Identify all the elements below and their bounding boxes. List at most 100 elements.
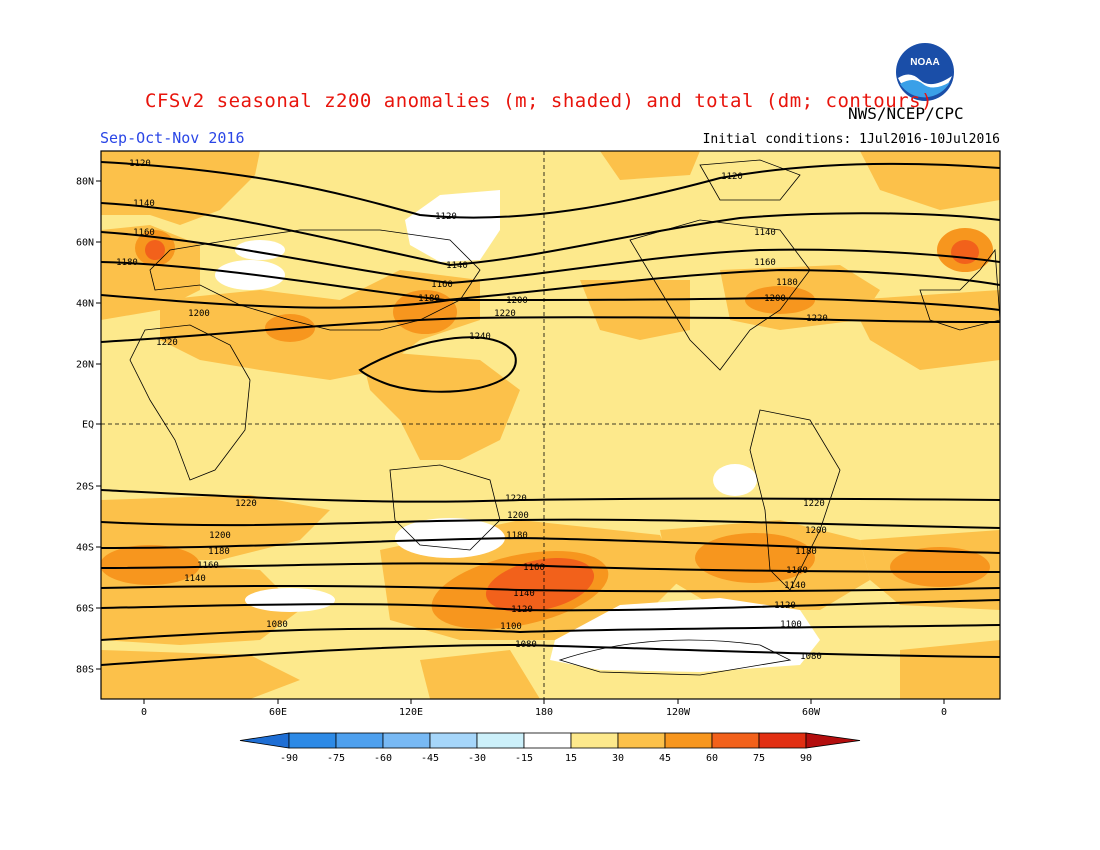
colorbar-label: -30 [468,753,486,764]
contour-label: 1140 [784,581,806,591]
lat-tick-label: EQ [82,420,94,431]
contour-label: 1080 [515,640,537,650]
latitude-axis: 80N 60N 40N 20N EQ 20S 40S 60S 80S [76,177,101,676]
contour-label: 1120 [774,601,796,611]
colorbar-label: 15 [565,753,577,764]
colorbar-label: 60 [706,753,718,764]
longitude-axis: 0 60E 120E 180 120W 60W 0 [141,699,947,718]
contour-label: 1120 [721,172,743,182]
lat-tick-label: 60S [76,604,94,615]
contour-label: 1180 [795,547,817,557]
contour-label: 1120 [511,605,533,615]
colorbar-swatch [758,732,807,749]
contour-label: 1120 [435,212,457,222]
contour-label: 1180 [506,531,528,541]
colorbar-swatch [476,732,525,749]
greenland-outline [699,159,801,201]
contour-label: 1240 [469,332,491,342]
contour-label: 1100 [780,620,802,630]
season-label: Sep-Oct-Nov 2016 [100,129,245,147]
contour-labels: 1120112011401120116011401140118011601160… [116,159,828,662]
contour-label: 1120 [129,159,151,169]
lon-tick-label: 120E [399,707,423,718]
contour-label: 1200 [764,294,786,304]
contour-label: 1200 [805,526,827,536]
eurasia-outline [149,229,481,331]
north-america-outline [629,219,811,371]
contour-label: 1160 [197,561,219,571]
contour-label: 1140 [133,199,155,209]
colorbar-label: 90 [800,753,812,764]
lat-tick-label: 60N [76,238,94,249]
contour-label: 1180 [208,547,230,557]
reference-lines [101,151,1000,699]
contour-label: 1140 [513,589,535,599]
contour-label: 1220 [156,338,178,348]
lat-tick-label: 40S [76,543,94,554]
lat-tick-label: 20S [76,482,94,493]
contour-label: 1180 [116,258,138,268]
colorbar-swatch [570,732,619,749]
colorbar-swatch [523,732,572,749]
lat-tick-label: 20N [76,360,94,371]
colorbar-label: -90 [280,753,298,764]
contour-label: 1080 [266,620,288,630]
contour-label: 1160 [754,258,776,268]
contour-label: 1140 [184,574,206,584]
contour-label: 1200 [507,511,529,521]
colorbar-right-arrow [805,732,861,749]
colorbar-label: -45 [421,753,439,764]
contour-label: 1180 [418,294,440,304]
colorbar-swatch [664,732,713,749]
lat-tick-label: 40N [76,299,94,310]
contour-label: 1200 [209,531,231,541]
lon-tick-label: 120W [666,707,691,718]
contour-label: 1180 [776,278,798,288]
contour-label: 1200 [506,296,528,306]
coastlines [129,159,1000,676]
colorbar-swatch [335,732,384,749]
colorbar-left-arrow [239,732,290,749]
height-contours [101,161,1000,666]
lat-tick-label: 80N [76,177,94,188]
lat-tick-label: 80S [76,665,94,676]
australia-outline [389,464,501,551]
africa-outline [129,324,251,481]
contour-label: 1220 [494,309,516,319]
contour-label: 1160 [786,566,808,576]
contour-label: 1220 [803,499,825,509]
noaa-logo: NOAA [895,42,955,102]
initial-conditions-label: Initial conditions: 1Jul2016-10Jul2016 [702,132,1000,147]
contour-label: 1220 [806,314,828,324]
lon-tick-label: 180 [535,707,553,718]
colorbar-swatch [382,732,431,749]
contour-label: 1220 [235,499,257,509]
map-frame [100,150,1001,700]
colorbar-label: -60 [374,753,392,764]
anomaly-shading [101,151,1000,699]
lon-tick-label: 60W [802,707,821,718]
contour-label: 1140 [446,261,468,271]
contour-label: 1160 [523,563,545,573]
colorbar-swatch [288,732,337,749]
contour-label: 1100 [500,622,522,632]
colorbar-label: -15 [515,753,533,764]
contour-label: 1080 [800,652,822,662]
colorbar-label: -75 [327,753,345,764]
colorbar-label: 45 [659,753,671,764]
lon-tick-label: 60E [269,707,287,718]
contour-label: 1140 [754,228,776,238]
colorbar-label: 30 [612,753,624,764]
contour-label: 1160 [133,228,155,238]
lon-tick-label: 0 [141,707,147,718]
contour-label: 1160 [431,280,453,290]
colorbar-swatch [429,732,478,749]
noaa-logo-text: NOAA [910,57,939,68]
lon-tick-label: 0 [941,707,947,718]
colorbar-swatch [617,732,666,749]
colorbar-swatch [711,732,760,749]
colorbar: -90 -75 -60 -45 -30 -15 15 30 45 60 75 90 [239,732,861,764]
contour-label: 1220 [505,494,527,504]
colorbar-label: 75 [753,753,765,764]
